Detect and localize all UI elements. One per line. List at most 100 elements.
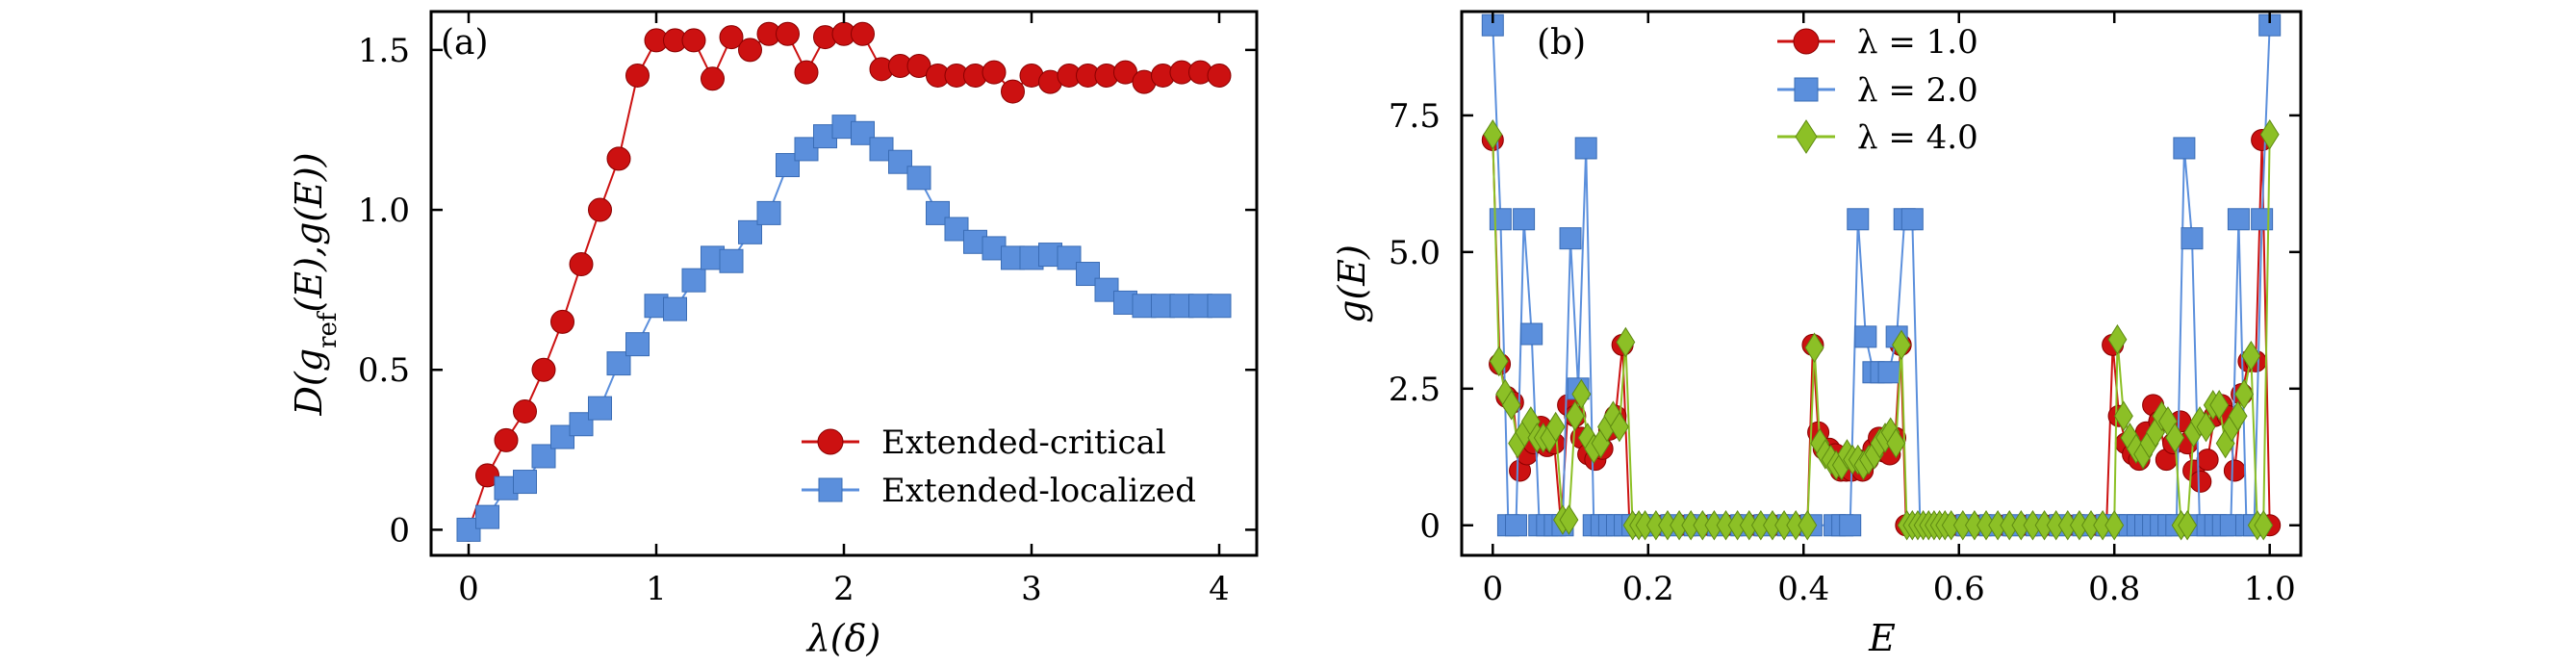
panel-a-x-axis-label: λ(δ) [805, 617, 881, 659]
data-point-square [1900, 208, 1924, 231]
data-point-circle [701, 66, 725, 91]
panel-a-y-label-post: (E),g(E)) [288, 152, 330, 312]
x-tick-label: 0.8 [2088, 570, 2140, 608]
data-point-circle [1001, 79, 1025, 104]
series-extended-critical [456, 21, 1232, 542]
data-point-diamond [2234, 378, 2255, 410]
data-point-circle [2223, 459, 2246, 482]
x-tick-label: 0.2 [1622, 570, 1674, 608]
y-tick-label: 5.0 [1389, 234, 1441, 272]
data-point-circle [588, 197, 612, 222]
y-tick-label: 0 [389, 511, 410, 550]
y-tick-label: 0 [1419, 507, 1441, 546]
data-point-diamond [2209, 390, 2230, 421]
panel-b-x-tick-labels: 0 0.2 0.4 0.6 0.8 1.0 [1482, 570, 2295, 608]
legend-label-extended-localized: Extended-localized [881, 472, 1196, 510]
y-tick-label: 1.5 [358, 32, 410, 70]
data-point-square [1513, 208, 1536, 231]
data-point-circle [625, 63, 650, 88]
data-point-diamond [1559, 504, 1579, 535]
data-point-circle [569, 252, 594, 277]
legend-item-extended-critical: Extended-critical [802, 423, 1166, 462]
data-point-diamond [1609, 411, 1629, 443]
data-point-diamond [2254, 509, 2274, 541]
data-point-diamond [1501, 390, 1521, 421]
data-point-diamond [2228, 400, 2248, 431]
data-point-circle [550, 309, 574, 334]
series-4-0 [1483, 118, 2280, 541]
panel-b-legend: λ = 1.0 λ = 2.0 λ = 4.0 [1777, 23, 1978, 157]
data-point-square [1520, 322, 1543, 346]
y-tick-label: 2.5 [1389, 371, 1441, 409]
data-point-circle [531, 357, 556, 382]
data-point-square [2227, 208, 2250, 231]
data-point-square [1505, 514, 1528, 537]
data-point-square [1559, 227, 1582, 250]
data-point-diamond [2259, 118, 2280, 150]
data-point-circle [738, 38, 762, 63]
panel-b-ticks [1462, 12, 2301, 555]
data-point-square [1489, 208, 1512, 231]
series-line-1-0 [1492, 140, 2271, 526]
data-point-circle [719, 25, 744, 50]
data-point-square [1877, 361, 1900, 384]
data-point-circle [513, 398, 537, 423]
data-point-square [456, 517, 481, 542]
data-point-diamond [1565, 400, 1585, 431]
legend-marker-circle [1793, 28, 1820, 55]
data-point-square [2181, 227, 2204, 250]
data-point-square [906, 166, 931, 191]
data-point-square [719, 248, 744, 273]
panel-a-y-tick-labels: 0 0.5 1.0 1.5 [358, 32, 410, 551]
panel-b-x-axis-label: E [1868, 617, 1896, 659]
x-tick-label: 1 [646, 570, 667, 608]
x-tick-label: 2 [833, 570, 854, 608]
panel-a-y-label-sub: ref [314, 310, 343, 348]
panel-b-y-axis-label: g(E) [1331, 244, 1373, 323]
y-tick-label: 1.0 [358, 192, 410, 230]
data-point-diamond [2178, 509, 2198, 541]
y-tick-label: 0.5 [358, 351, 410, 390]
data-point-circle [794, 60, 819, 85]
data-point-diamond [1545, 411, 1566, 443]
legend-marker-circle [817, 428, 844, 455]
legend-label-lambda-4: λ = 4.0 [1857, 118, 1978, 157]
data-point-square [681, 268, 706, 293]
data-point-circle [1207, 63, 1232, 88]
data-point-circle [494, 427, 519, 452]
legend-item-extended-localized: Extended-localized [802, 472, 1196, 510]
data-point-square [1574, 137, 1597, 160]
x-tick-label: 0.6 [1933, 570, 1985, 608]
data-point-square [513, 470, 537, 495]
legend-label-extended-critical: Extended-critical [881, 423, 1166, 462]
panel-a-ticks [431, 12, 1257, 555]
series-1-0 [1481, 128, 2282, 537]
panel-b-frame [1460, 10, 2303, 557]
data-point-square [531, 444, 556, 469]
data-point-diamond [1798, 509, 1818, 541]
panel-b-plot-area [1481, 13, 2282, 541]
x-tick-label: 0.4 [1777, 570, 1829, 608]
data-point-diamond [2241, 340, 2261, 372]
series-line-4-0 [1492, 134, 2271, 526]
legend-label-lambda-2: λ = 2.0 [1857, 71, 1978, 110]
data-point-square [1839, 514, 1862, 537]
data-point-circle [2196, 449, 2219, 472]
x-tick-label: 4 [1209, 570, 1230, 608]
data-point-diamond [2113, 400, 2133, 431]
data-point-diamond [1804, 332, 1824, 364]
panel-a-x-tick-labels: 0 1 2 3 4 [458, 570, 1230, 608]
panel-a-tag: (a) [441, 23, 489, 63]
panel-b: 0 0.2 0.4 0.6 0.8 1.0 0 2.5 5.0 7.5 (b) E g(E) λ… [1331, 10, 2303, 659]
data-point-diamond [2107, 323, 2128, 355]
x-tick-label: 3 [1021, 570, 1042, 608]
legend-label-lambda-1: λ = 1.0 [1857, 23, 1978, 62]
legend-marker-diamond [1795, 119, 1818, 154]
panel-a-legend: Extended-critical Extended-localized [802, 423, 1196, 510]
x-tick-label: 0 [458, 570, 479, 608]
legend-marker-square [818, 477, 843, 502]
series-extended-localized [456, 115, 1232, 542]
data-point-square [475, 504, 499, 529]
data-point-square [1207, 294, 1232, 319]
